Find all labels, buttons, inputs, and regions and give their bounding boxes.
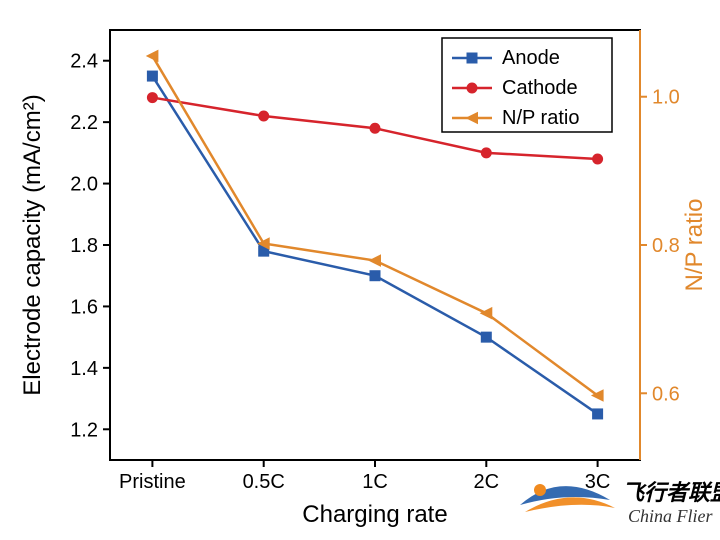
- x-axis-label: Charging rate: [302, 501, 447, 528]
- y-left-tick-label: 1.4: [70, 358, 98, 380]
- marker-circle: [481, 148, 491, 158]
- chart-container: Pristine 0.5C 1C 2C 3C Charging rate 1.2 1.4 1.6…: [0, 0, 720, 540]
- y-left-tick-label: 1.2: [70, 419, 98, 441]
- marker-square: [593, 409, 603, 419]
- marker-square: [481, 332, 491, 342]
- watermark-main-text: 飞行者联盟: [622, 480, 720, 505]
- marker-triangle-left: [370, 255, 381, 266]
- y-left-tick-label: 2.4: [70, 51, 98, 73]
- x-tick-label: 1C: [362, 471, 388, 493]
- marker-circle: [147, 93, 157, 103]
- y-left-axis-label: Electrode capacity (mA/cm²): [19, 94, 46, 395]
- marker-circle: [370, 123, 380, 133]
- x-tick-label: 0.5C: [243, 471, 285, 493]
- legend-label: N/P ratio: [502, 107, 579, 129]
- watermark-subtitle: China Flier: [628, 506, 713, 526]
- marker-circle: [467, 83, 477, 93]
- y-right-tick-label: 1.0: [652, 87, 680, 109]
- watermark: 飞行者联盟China Flier: [520, 480, 720, 526]
- chart-svg: Pristine 0.5C 1C 2C 3C Charging rate 1.2 1.4 1.6…: [0, 0, 720, 540]
- legend-label: Anode: [502, 47, 560, 69]
- y-right-tick-label: 0.6: [652, 383, 680, 405]
- marker-square: [147, 71, 157, 81]
- marker-triangle-left: [147, 50, 158, 61]
- watermark-dot: [534, 484, 546, 496]
- y-left-tick-label: 2.2: [70, 112, 98, 134]
- y-right-tick-label: 0.8: [652, 235, 680, 257]
- x-tick-label: 3C: [585, 471, 611, 493]
- marker-circle: [259, 111, 269, 121]
- legend: Anode Cathode N/P ratio: [442, 38, 612, 132]
- x-tick-label: Pristine: [119, 471, 186, 493]
- marker-circle: [593, 154, 603, 164]
- x-tick-label: 2C: [474, 471, 500, 493]
- y-left-tick-label: 1.8: [70, 235, 98, 257]
- y-right-axis-label: N/P ratio: [681, 199, 708, 292]
- marker-square: [467, 53, 477, 63]
- y-left-tick-label: 1.6: [70, 296, 98, 318]
- y-left-tick-label: 2.0: [70, 174, 98, 196]
- legend-label: Cathode: [502, 77, 578, 99]
- marker-square: [370, 271, 380, 281]
- marker-triangle-left: [481, 308, 492, 319]
